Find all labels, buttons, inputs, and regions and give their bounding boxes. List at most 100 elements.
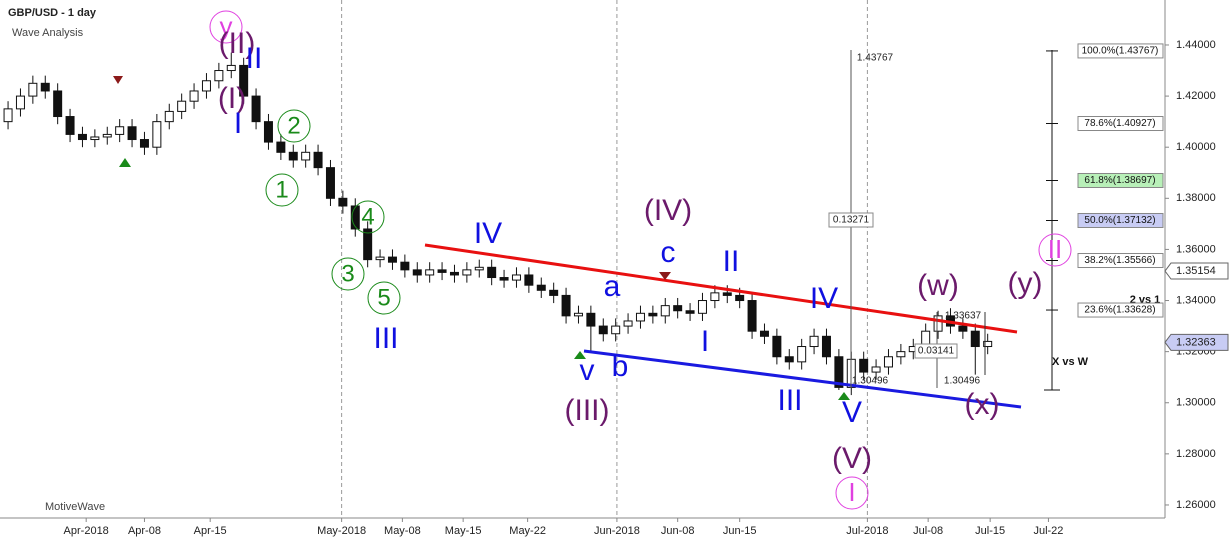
wave-label: (w): [917, 269, 959, 302]
y-tick-label: 1.44000: [1176, 39, 1216, 51]
fib-label: 100.0%(1.43767): [1082, 46, 1159, 57]
circle: [1038, 233, 1072, 267]
x-tick-label: Apr-15: [194, 525, 227, 537]
wave-label: IV: [474, 217, 502, 250]
candle-body: [524, 274, 534, 286]
candle-body: [301, 151, 311, 161]
candle-body: [400, 261, 410, 271]
candle-body: [511, 274, 521, 281]
price-tag-label: 1.35154: [1176, 265, 1216, 277]
candle-body: [152, 121, 162, 148]
circle: [367, 281, 401, 315]
pivot-marker: [838, 392, 850, 400]
wave-label: I: [701, 325, 709, 358]
wave-label: IV: [810, 282, 838, 315]
candle-body: [648, 312, 658, 317]
wave-label: 3: [341, 260, 354, 287]
wave-label: (y): [1008, 267, 1043, 300]
y-tick-label: 1.38000: [1176, 192, 1216, 204]
candle-body: [821, 335, 831, 358]
measure-label: 1.30496: [944, 376, 981, 387]
measure-label: 0.03141: [918, 346, 955, 357]
candle-body: [673, 305, 683, 312]
fib-box: [1077, 43, 1164, 59]
candle-body: [983, 340, 993, 348]
candle-body: [772, 335, 782, 358]
candle-body: [536, 284, 546, 291]
circle: [331, 257, 365, 291]
wave-label: a: [604, 270, 621, 303]
candle-body: [127, 126, 137, 141]
candle-body: [549, 289, 559, 296]
candle-body: [896, 351, 906, 358]
candle-body: [350, 205, 360, 230]
candle-body: [759, 330, 769, 337]
x-tick-label: Jun-08: [661, 525, 695, 537]
candle-body: [53, 90, 63, 118]
wave-label: II: [1048, 234, 1062, 264]
candle-body: [28, 82, 38, 97]
note: X vs W: [1052, 356, 1089, 368]
wave-label: y: [220, 11, 233, 41]
wave-label: II: [723, 245, 740, 278]
wave-label: (V): [832, 442, 872, 475]
candle-body: [697, 300, 707, 314]
candle-body: [425, 269, 435, 276]
candle-body: [325, 167, 335, 199]
candle-body: [288, 151, 298, 161]
candle-body: [437, 269, 447, 273]
wave-label: (I): [218, 82, 246, 115]
candle-body: [201, 80, 211, 92]
candle-body: [611, 325, 621, 335]
x-tick-label: May-08: [384, 525, 421, 537]
candle-body: [660, 305, 670, 317]
circle: [265, 173, 299, 207]
candle-body: [375, 256, 385, 261]
measure-label: 1.30496: [852, 376, 889, 387]
x-tick-label: Jun-15: [723, 525, 757, 537]
pivot-marker: [113, 76, 123, 84]
candle-body: [40, 82, 50, 92]
candle-body: [177, 100, 187, 112]
x-tick-label: May-22: [509, 525, 546, 537]
candle-body: [387, 256, 397, 263]
price-tag: [1164, 262, 1229, 280]
candle-body: [784, 356, 794, 363]
fib-label: 61.8%(1.38697): [1084, 175, 1155, 186]
wave-label: 5: [377, 284, 390, 311]
measure-label: 0.13271: [833, 215, 870, 226]
x-tick-label: Apr-2018: [64, 525, 109, 537]
candle-body: [251, 95, 261, 123]
candle-body: [363, 228, 373, 261]
wave-label: 4: [361, 203, 374, 230]
candle-body: [239, 64, 249, 97]
x-tick-label: Jul-08: [913, 525, 943, 537]
fib-box: [1077, 212, 1164, 228]
candle-body: [710, 292, 720, 302]
candle-body: [214, 70, 224, 82]
candle-body: [412, 269, 422, 276]
fib-box: [1077, 116, 1164, 132]
candle-body: [3, 108, 13, 123]
annotations: y (II) (I) II I 2 1 4 3 5 III IV (IV) a …: [209, 10, 1160, 510]
candle-body: [809, 335, 819, 348]
candle-body: [623, 320, 633, 327]
price-tag: [1164, 333, 1229, 351]
candle-body: [313, 151, 323, 169]
circle: [835, 476, 869, 510]
candle-body: [933, 315, 943, 332]
candle-body: [90, 136, 100, 141]
wave-label: I: [848, 477, 855, 507]
measure-box: [914, 343, 958, 359]
y-tick-label: 1.34000: [1176, 294, 1216, 306]
pivot-marker: [574, 351, 586, 359]
wave-label: I: [234, 107, 242, 140]
fib-box: [1077, 302, 1164, 318]
candle-body: [449, 271, 459, 276]
candle-body: [859, 358, 869, 373]
candle-body: [635, 312, 645, 322]
candle-body: [65, 116, 75, 135]
candle-body: [797, 346, 807, 363]
candle-body: [735, 294, 745, 302]
wave-label: c: [661, 236, 676, 269]
